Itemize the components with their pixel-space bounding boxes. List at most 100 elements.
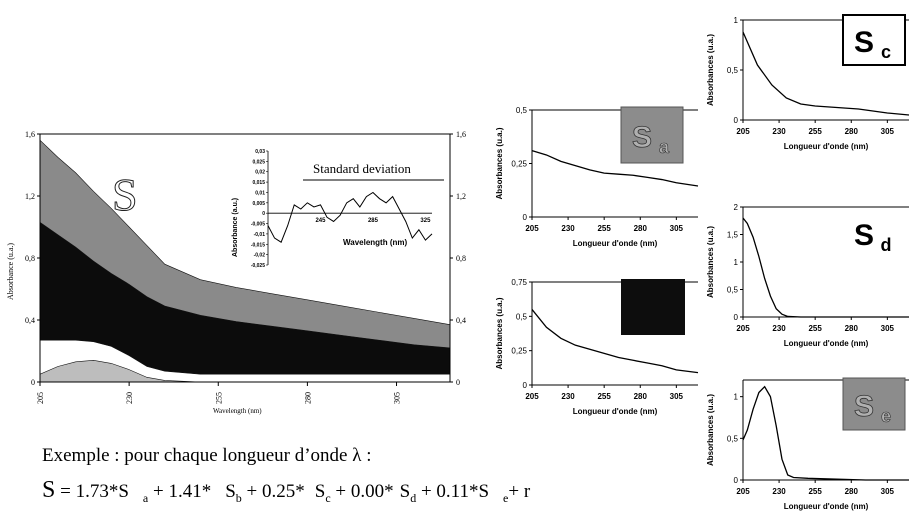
sd-x-tick-label: 280 xyxy=(845,324,859,333)
sd-y-tick-label: 0 xyxy=(734,313,739,322)
se-x-tick-label: 205 xyxy=(736,487,750,496)
sd-y-tick-label: 1,5 xyxy=(727,231,739,240)
main-x-tick-label: 255 xyxy=(214,392,223,404)
inset-y-tick-label: 0,025 xyxy=(252,159,265,165)
inset-y-tick-label: -0,02 xyxy=(254,253,266,259)
main-y-tick-label-right: 0,4 xyxy=(456,316,466,325)
formula-sub-e: e xyxy=(503,490,509,505)
main-x-tick-label: 230 xyxy=(125,392,134,404)
inset-y-tick-label: 0,005 xyxy=(252,201,265,207)
sb-x-tick-label: 230 xyxy=(561,392,575,401)
main-y-tick-label-right: 0 xyxy=(456,378,460,387)
main-x-tick-label: 305 xyxy=(393,392,402,404)
inset-x-tick-label: 245 xyxy=(315,218,326,224)
main-x-tick-label: 280 xyxy=(303,392,312,404)
sa-x-tick-label: 280 xyxy=(634,224,648,233)
sb-curve xyxy=(531,309,699,374)
sd-badge-letter: S xyxy=(854,219,874,252)
se-y-tick-label: 1 xyxy=(734,393,739,402)
se-x-tick-label: 305 xyxy=(881,487,895,496)
main-y-tick-label: 0 xyxy=(31,378,35,387)
se-x-tick-label: 255 xyxy=(808,487,822,496)
sa-badge-letter: S xyxy=(632,121,652,154)
sa-x-tick-label: 255 xyxy=(597,224,611,233)
sb-y-tick-label: 0,25 xyxy=(511,347,527,356)
formula-sub-a: a xyxy=(142,490,149,505)
inset-y-tick-label: 0,015 xyxy=(252,180,265,186)
se-badge xyxy=(842,377,906,431)
se-curve xyxy=(742,385,909,481)
inset-y-tick-label: 0 xyxy=(262,211,265,217)
sd-y-axis-label: Absorbances (u.a.) xyxy=(706,226,715,298)
sc-x-tick-label: 280 xyxy=(845,127,859,136)
sb-x-tick-label: 280 xyxy=(634,392,648,401)
sc-x-tick-label: 230 xyxy=(772,127,786,136)
sc-y-tick-label: 0 xyxy=(734,116,739,125)
sa-y-axis-label: Absorbances (u.a.) xyxy=(495,127,504,199)
inset-y-tick-label: 0,02 xyxy=(255,170,265,176)
sb-x-tick-label: 255 xyxy=(597,392,611,401)
inset-y-tick-label: -0,01 xyxy=(254,232,266,238)
main-area-dark xyxy=(39,221,451,383)
sa-y-tick-label: 0,5 xyxy=(516,106,528,115)
sd-curve xyxy=(742,217,909,318)
formula-sd: S xyxy=(399,481,411,502)
decomposition-formula: Exemple : pour chaque longueur d’onde λ … xyxy=(42,445,562,517)
sa-badge-subscript: a xyxy=(659,137,670,157)
se-x-axis-label: Longueur d'onde (nm) xyxy=(784,502,869,511)
formula-sub-c: c xyxy=(325,490,331,505)
sa-x-axis-label: Longueur d'onde (nm) xyxy=(573,239,658,248)
formula-t6: + r xyxy=(508,481,531,502)
formula-sub-b: b xyxy=(235,490,242,505)
sc-y-tick-label: 0,5 xyxy=(727,66,739,75)
sc-x-axis-label: Longueur d'onde (nm) xyxy=(784,142,869,151)
se-x-tick-label: 230 xyxy=(772,487,786,496)
chart-se: 0 0,5 1 205 230 255 280 305 Longueur d'onde (nm)… xyxy=(706,377,909,511)
sd-y-tick-label: 1 xyxy=(734,258,739,267)
sc-x-tick-label: 305 xyxy=(881,127,895,136)
inset-x-tick-label: 285 xyxy=(368,218,379,224)
main-x-tick-label: 205 xyxy=(36,392,45,404)
sb-badge xyxy=(621,279,685,335)
sa-x-tick-label: 305 xyxy=(670,224,684,233)
sc-curve xyxy=(742,31,909,116)
formula-intro: Exemple : pour chaque longueur d’onde λ … xyxy=(42,445,372,466)
sb-y-tick-label: 0,75 xyxy=(511,278,527,287)
formula-s: S xyxy=(42,477,56,503)
formula-eq: = 1.73*S xyxy=(55,481,129,502)
sd-x-axis-label: Longueur d'onde (nm) xyxy=(784,339,869,348)
sb-y-tick-label: 0,5 xyxy=(516,312,528,321)
sd-x-tick-label: 205 xyxy=(736,324,750,333)
inset-std-line xyxy=(267,191,433,243)
inset-y-tick-label: 0,03 xyxy=(255,149,265,155)
chart-sb: 0 0,25 0,5 0,75 205 230 255 280 305 Longueur d'on… xyxy=(495,278,699,416)
sa-badge xyxy=(620,106,684,164)
formula-t3: + 0.25* xyxy=(241,481,305,502)
inset-y-tick-label: -0,025 xyxy=(251,263,265,269)
sa-y-tick-label: 0,25 xyxy=(511,160,527,169)
inset-x-axis-label: Wavelength (nm) xyxy=(343,238,407,247)
sc-x-tick-label: 255 xyxy=(808,127,822,136)
sa-y-tick-label: 0 xyxy=(523,213,528,222)
sc-badge-subscript: c xyxy=(881,42,891,62)
inset-y-axis-label: Absorbance (a.u.) xyxy=(232,198,239,257)
sb-y-tick-label: 0 xyxy=(523,381,528,390)
inset-y-tick-label: 0,01 xyxy=(255,190,265,196)
sa-curve xyxy=(531,150,699,187)
main-big-s-label: S xyxy=(112,169,138,220)
sd-x-tick-label: 255 xyxy=(808,324,822,333)
sa-x-tick-label: 230 xyxy=(561,224,575,233)
formula-equation: S = 1.73*S a + 1.41* Sb + 0.25* Sc + 0.00* S… xyxy=(42,477,530,506)
sd-x-tick-label: 305 xyxy=(881,324,895,333)
sc-x-tick-label: 205 xyxy=(736,127,750,136)
formula-sb: S xyxy=(225,481,236,502)
formula-sub-d: d xyxy=(410,490,417,505)
main-y-tick-label: 1,6 xyxy=(25,130,35,139)
sb-x-tick-label: 305 xyxy=(670,392,684,401)
formula-t4: + 0.00* xyxy=(330,481,394,502)
main-y-axis-label: Absorbance (u.a.) xyxy=(6,243,15,300)
sb-y-axis-label: Absorbances (u.a.) xyxy=(495,297,504,369)
main-y-tick-label: 1,2 xyxy=(25,192,35,201)
